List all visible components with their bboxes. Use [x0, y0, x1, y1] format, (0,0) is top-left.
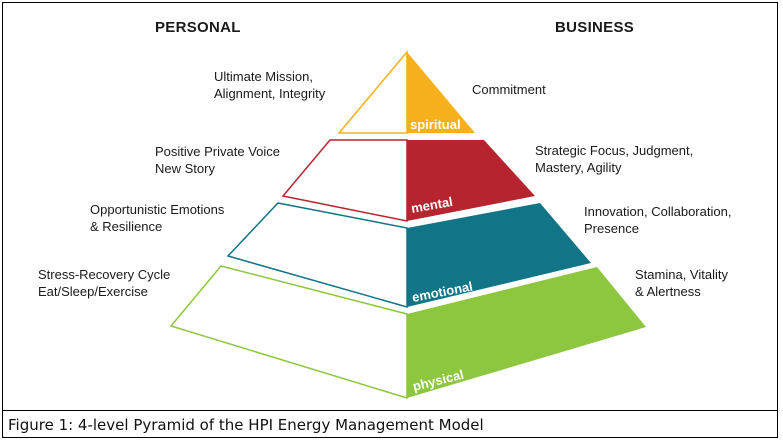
physical-right-face	[407, 267, 646, 398]
spiritual-personal-label: Ultimate Mission, Alignment, Integrity	[214, 68, 325, 102]
emotional-business-line-2: Presence	[584, 221, 639, 236]
mental-business-line-1: Strategic Focus, Judgment,	[535, 143, 694, 158]
emotional-right-face	[407, 203, 591, 307]
mental-personal-label: Positive Private Voice New Story	[155, 143, 280, 177]
spiritual-business-label: Commitment	[472, 81, 546, 98]
figure-caption: Figure 1: 4-level Pyramid of the HPI Ene…	[8, 416, 484, 434]
personal-heading: PERSONAL	[155, 19, 241, 36]
mental-business-label: Strategic Focus, Judgment, Mastery, Agil…	[535, 142, 693, 176]
figure-frame	[2, 2, 778, 438]
spiritual-right-face	[407, 52, 475, 133]
spiritual-left-outline	[337, 49, 408, 134]
caption-bar: Figure 1: 4-level Pyramid of the HPI Ene…	[2, 410, 778, 438]
physical-personal-label: Stress-Recovery Cycle Eat/Sleep/Exercise	[38, 266, 170, 300]
emotional-personal-line-2: & Resilience	[90, 219, 163, 234]
mental-right-face	[407, 140, 535, 221]
mental-personal-line-2: New Story	[155, 161, 215, 176]
spiritual-business-line-1: Commitment	[472, 82, 546, 97]
spiritual-personal-line-2: Alignment, Integrity	[214, 86, 326, 101]
emotional-business-label: Innovation, Collaboration, Presence	[584, 203, 731, 237]
mental-business-line-2: Mastery, Agility	[535, 160, 622, 175]
physical-personal-line-2: Eat/Sleep/Exercise	[38, 284, 148, 299]
emotional-personal-label: Opportunistic Emotions & Resilience	[90, 201, 224, 235]
physical-personal-line-1: Stress-Recovery Cycle	[38, 267, 171, 282]
mental-level-label: mental	[410, 194, 454, 216]
emotional-business-line-1: Innovation, Collaboration,	[584, 204, 732, 219]
spiritual-level-label: spiritual	[410, 117, 461, 132]
emotional-personal-line-1: Opportunistic Emotions	[90, 202, 225, 217]
spiritual-personal-line-1: Ultimate Mission,	[214, 69, 313, 84]
physical-business-line-2: & Alertness	[635, 284, 701, 299]
mental-personal-line-1: Positive Private Voice	[155, 144, 281, 159]
physical-business-line-1: Stamina, Vitality	[635, 267, 728, 282]
physical-business-label: Stamina, Vitality & Alertness	[635, 266, 728, 300]
business-heading: BUSINESS	[555, 19, 635, 36]
